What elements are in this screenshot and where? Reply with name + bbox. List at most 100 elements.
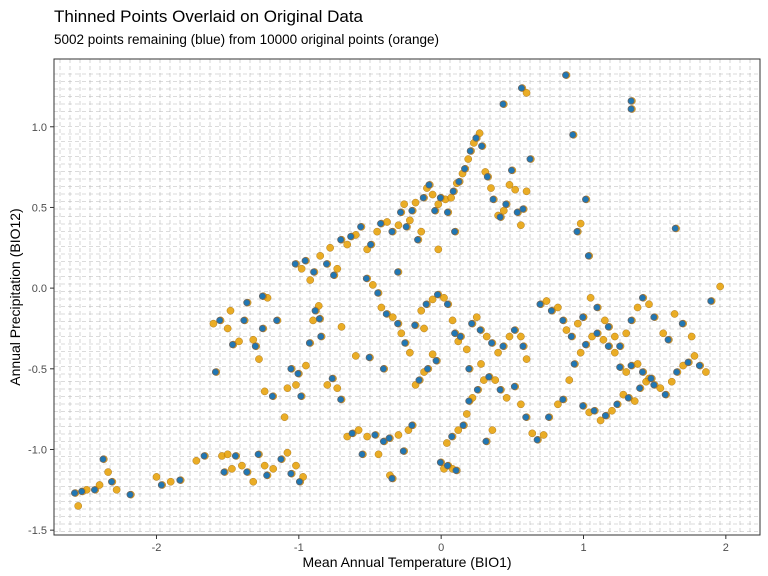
- original-point: [428, 295, 437, 304]
- thinned-point: [451, 228, 459, 236]
- thinned-point: [499, 100, 507, 108]
- thinned-point: [613, 400, 621, 408]
- original-point: [283, 384, 292, 392]
- original-point: [608, 406, 616, 415]
- thinned-point: [379, 365, 387, 373]
- original-point: [104, 468, 112, 476]
- original-point: [428, 350, 437, 359]
- original-point: [633, 360, 642, 368]
- panel-border: [53, 58, 761, 536]
- thinned-point: [482, 437, 490, 445]
- original-point: [633, 303, 642, 312]
- thinned-point: [371, 431, 379, 439]
- original-point: [447, 193, 455, 202]
- thinned-point: [678, 320, 686, 328]
- thinned-point: [627, 97, 635, 105]
- thinned-point: [297, 392, 305, 400]
- x-tick-label: 0: [438, 542, 444, 554]
- thinned-point: [483, 173, 491, 181]
- original-point: [333, 384, 342, 392]
- thinned-point: [251, 342, 259, 350]
- thinned-point: [579, 313, 587, 321]
- original-point: [417, 306, 426, 315]
- original-point: [406, 216, 414, 225]
- original-point: [562, 326, 571, 334]
- thinned-point: [472, 134, 480, 142]
- original-point: [297, 264, 306, 273]
- thinned-point: [377, 220, 385, 228]
- thinned-point: [519, 342, 527, 350]
- thinned-point: [593, 329, 601, 337]
- thinned-point: [664, 336, 672, 344]
- original-point: [454, 426, 463, 434]
- original-point: [406, 348, 414, 357]
- x-axis: -2 -1 0 1 2: [152, 535, 729, 554]
- original-point: [611, 348, 619, 357]
- original-point: [209, 319, 218, 328]
- original-point: [554, 303, 562, 312]
- thinned-point: [432, 357, 440, 365]
- thinned-point: [526, 155, 534, 163]
- thinned-point: [510, 326, 518, 334]
- thinned-point: [374, 289, 382, 297]
- thinned-point: [579, 402, 587, 410]
- thinned-point: [243, 299, 251, 307]
- original-point: [511, 185, 519, 194]
- original-point: [333, 264, 342, 273]
- original-point: [323, 381, 332, 389]
- thinned-point: [638, 294, 646, 302]
- original-point: [656, 384, 665, 392]
- x-tick-label: -2: [152, 542, 162, 554]
- thinned-point: [310, 268, 318, 276]
- original-point: [477, 360, 485, 368]
- original-point: [482, 332, 491, 341]
- y-tick-label: -1.5: [28, 525, 47, 537]
- thinned-point: [569, 131, 577, 139]
- thinned-point: [295, 478, 303, 486]
- thinned-point: [402, 223, 410, 231]
- original-point: [249, 335, 258, 344]
- thinned-point: [502, 200, 510, 208]
- chart-subtitle: 5002 points remaining (blue) from 10000 …: [54, 32, 439, 47]
- thinned-point: [294, 370, 302, 378]
- thinned-point: [157, 481, 165, 489]
- thinned-point: [455, 178, 463, 186]
- original-point: [522, 89, 531, 97]
- thinned-point: [661, 391, 669, 399]
- thinned-point: [277, 455, 285, 463]
- thinned-point: [317, 333, 325, 341]
- thinned-point: [536, 300, 544, 308]
- original-point: [337, 323, 346, 331]
- thinned-point: [411, 321, 419, 329]
- thinned-point: [291, 260, 299, 268]
- thinned-point: [424, 365, 432, 373]
- thinned-point: [358, 450, 366, 458]
- thinned-point: [533, 436, 541, 444]
- thinned-point: [415, 376, 423, 384]
- original-point: [292, 461, 300, 470]
- original-point: [226, 306, 235, 315]
- thinned-point: [465, 397, 473, 405]
- original-point: [448, 316, 457, 325]
- thinned-point: [488, 339, 496, 347]
- thinned-point: [582, 341, 590, 349]
- original-point: [363, 432, 371, 441]
- original-point: [374, 450, 383, 459]
- thinned-point: [211, 368, 219, 376]
- thinned-point: [315, 315, 323, 323]
- original-point: [494, 348, 502, 357]
- thinned-point: [268, 392, 276, 400]
- original-point: [464, 155, 473, 163]
- thinned-point: [582, 195, 590, 203]
- original-point: [326, 243, 334, 252]
- thinned-point: [397, 208, 405, 216]
- thinned-point: [71, 489, 79, 497]
- original-point: [397, 329, 406, 338]
- thinned-point: [624, 394, 632, 402]
- thinned-point: [604, 342, 612, 350]
- original-point: [611, 332, 619, 341]
- thinned-point: [570, 360, 578, 368]
- thinned-point: [616, 342, 624, 350]
- thinned-point: [673, 368, 681, 376]
- thinned-point: [176, 476, 184, 484]
